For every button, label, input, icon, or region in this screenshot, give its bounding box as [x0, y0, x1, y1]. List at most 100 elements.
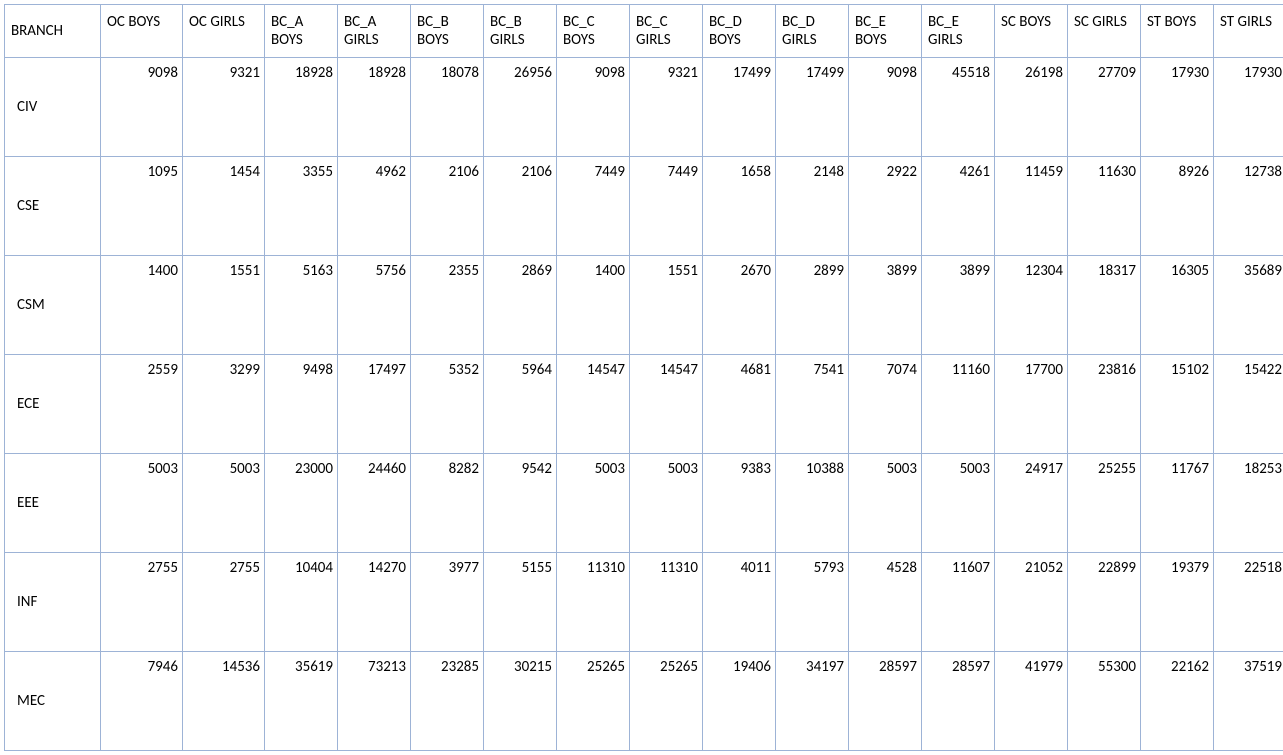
cell-value: 55300	[1068, 652, 1141, 751]
cell-value: 21052	[995, 553, 1068, 652]
cell-value: 11459	[995, 157, 1068, 256]
cell-value: 5003	[101, 454, 183, 553]
table-row: MEC 7946 14536 35619 73213 23285 30215 2…	[5, 652, 1283, 751]
cell-value: 2922	[849, 157, 922, 256]
cell-value: 4962	[338, 157, 411, 256]
cell-value: 7449	[630, 157, 703, 256]
cell-value: 18078	[411, 58, 484, 157]
cell-value: 9098	[849, 58, 922, 157]
cell-value: 1400	[101, 256, 183, 355]
cell-value: 2148	[776, 157, 849, 256]
cell-value: 5003	[557, 454, 630, 553]
cell-value: 1551	[183, 256, 265, 355]
cell-value: 45518	[922, 58, 995, 157]
cell-value: 5793	[776, 553, 849, 652]
cell-value: 7541	[776, 355, 849, 454]
col-header-oc-girls: OC GIRLS	[183, 5, 265, 58]
cell-value: 8926	[1141, 157, 1214, 256]
cell-value: 2755	[183, 553, 265, 652]
table-row: INF 2755 2755 10404 14270 3977 5155 1131…	[5, 553, 1283, 652]
cell-value: 5352	[411, 355, 484, 454]
cell-value: 9321	[630, 58, 703, 157]
cell-value: 12738	[1214, 157, 1283, 256]
cell-value: 11310	[557, 553, 630, 652]
cell-value: 17930	[1141, 58, 1214, 157]
cell-value: 17499	[703, 58, 776, 157]
cell-value: 16305	[1141, 256, 1214, 355]
cell-value: 27709	[1068, 58, 1141, 157]
cell-value: 24460	[338, 454, 411, 553]
cell-value: 11630	[1068, 157, 1141, 256]
cell-value: 3899	[849, 256, 922, 355]
cell-value: 15422	[1214, 355, 1283, 454]
cell-value: 9098	[101, 58, 183, 157]
cell-value: 23285	[411, 652, 484, 751]
cell-value: 17497	[338, 355, 411, 454]
cell-value: 4261	[922, 157, 995, 256]
col-header-bcd-boys: BC_D BOYS	[703, 5, 776, 58]
col-header-bca-girls: BC_A GIRLS	[338, 5, 411, 58]
cell-value: 11607	[922, 553, 995, 652]
cell-value: 18928	[338, 58, 411, 157]
cell-value: 2670	[703, 256, 776, 355]
cell-value: 11767	[1141, 454, 1214, 553]
cell-value: 11310	[630, 553, 703, 652]
cell-value: 35689	[1214, 256, 1283, 355]
cell-value: 18317	[1068, 256, 1141, 355]
table-body: CIV 9098 9321 18928 18928 18078 26956 90…	[5, 58, 1283, 751]
cell-value: 3355	[265, 157, 338, 256]
col-header-sc-girls: SC GIRLS	[1068, 5, 1141, 58]
cell-value: 25255	[1068, 454, 1141, 553]
cell-value: 19406	[703, 652, 776, 751]
cell-value: 25265	[557, 652, 630, 751]
cell-value: 26198	[995, 58, 1068, 157]
table-row: CSM 1400 1551 5163 5756 2355 2869 1400 1…	[5, 256, 1283, 355]
cell-value: 30215	[484, 652, 557, 751]
cell-branch: CSM	[5, 256, 101, 355]
cell-branch: INF	[5, 553, 101, 652]
cell-value: 2106	[484, 157, 557, 256]
cell-value: 14547	[630, 355, 703, 454]
cell-value: 14270	[338, 553, 411, 652]
cell-value: 7946	[101, 652, 183, 751]
table-row: CIV 9098 9321 18928 18928 18078 26956 90…	[5, 58, 1283, 157]
cell-value: 17930	[1214, 58, 1283, 157]
col-header-bcc-girls: BC_C GIRLS	[630, 5, 703, 58]
cell-branch: EEE	[5, 454, 101, 553]
col-header-bcb-boys: BC_B BOYS	[411, 5, 484, 58]
cell-value: 9098	[557, 58, 630, 157]
cell-value: 41979	[995, 652, 1068, 751]
cell-value: 4011	[703, 553, 776, 652]
cell-value: 12304	[995, 256, 1068, 355]
cell-branch: CSE	[5, 157, 101, 256]
cell-value: 26956	[484, 58, 557, 157]
cell-branch: ECE	[5, 355, 101, 454]
cell-value: 9542	[484, 454, 557, 553]
cell-value: 37519	[1214, 652, 1283, 751]
cell-value: 2355	[411, 256, 484, 355]
cell-value: 1400	[557, 256, 630, 355]
cell-value: 28597	[849, 652, 922, 751]
col-header-bcd-girls: BC_D GIRLS	[776, 5, 849, 58]
cell-value: 1551	[630, 256, 703, 355]
col-header-bcb-girls: BC_B GIRLS	[484, 5, 557, 58]
table-header: BRANCH OC BOYS OC GIRLS BC_A BOYS BC_A G…	[5, 5, 1283, 58]
cell-value: 17700	[995, 355, 1068, 454]
col-header-bce-girls: BC_E GIRLS	[922, 5, 995, 58]
cell-value: 15102	[1141, 355, 1214, 454]
col-header-st-boys: ST BOYS	[1141, 5, 1214, 58]
cell-value: 8282	[411, 454, 484, 553]
cell-value: 2559	[101, 355, 183, 454]
cell-value: 4528	[849, 553, 922, 652]
cell-value: 2755	[101, 553, 183, 652]
cell-value: 10388	[776, 454, 849, 553]
cell-value: 5163	[265, 256, 338, 355]
cell-value: 3977	[411, 553, 484, 652]
cell-branch: MEC	[5, 652, 101, 751]
cell-value: 5964	[484, 355, 557, 454]
table-row: EEE 5003 5003 23000 24460 8282 9542 5003…	[5, 454, 1283, 553]
cell-value: 9383	[703, 454, 776, 553]
cell-value: 34197	[776, 652, 849, 751]
cell-value: 23816	[1068, 355, 1141, 454]
col-header-sc-boys: SC BOYS	[995, 5, 1068, 58]
